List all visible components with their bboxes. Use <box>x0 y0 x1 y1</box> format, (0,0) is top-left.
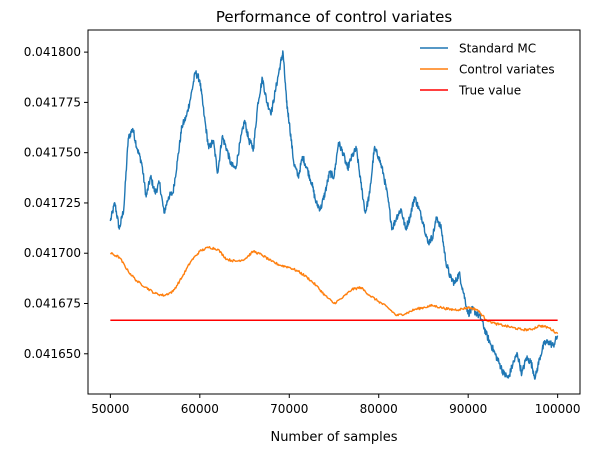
y-tick-label: 0.041650 <box>24 347 81 361</box>
series-line-control-variates <box>109 245 559 335</box>
y-tick-label: 0.041725 <box>24 196 81 210</box>
plot-lines <box>109 50 559 380</box>
y-axis: 0.041650 0.041675 0.041700 0.041725 0.041750… <box>24 45 88 361</box>
y-tick-label: 0.041775 <box>24 95 81 109</box>
y-tick-label: 0.041750 <box>24 146 81 160</box>
y-tick-label: 0.041800 <box>24 45 81 59</box>
x-tick-label: 50000 <box>91 402 129 416</box>
x-tick-label: 70000 <box>270 402 308 416</box>
x-tick-label: 90000 <box>449 402 487 416</box>
y-tick-label: 0.041675 <box>24 297 81 311</box>
plot-area-frame <box>87 29 581 395</box>
legend-label-true-value: True value <box>458 84 521 98</box>
chart-title: Performance of control variates <box>216 8 453 26</box>
legend-label-standard-mc: Standard MC <box>459 42 536 56</box>
legend-label-control-variates: Control variates <box>459 63 555 77</box>
x-axis: 50000 60000 70000 80000 90000 100000 <box>91 394 581 416</box>
x-tick-label: 100000 <box>535 402 581 416</box>
x-axis-label: Number of samples <box>270 430 397 445</box>
x-tick-label: 60000 <box>181 402 219 416</box>
legend: Standard MC Control variates True value <box>420 42 555 98</box>
y-tick-label: 0.041700 <box>24 246 81 260</box>
x-tick-label: 80000 <box>360 402 398 416</box>
series-line-standard-mc <box>109 50 559 380</box>
